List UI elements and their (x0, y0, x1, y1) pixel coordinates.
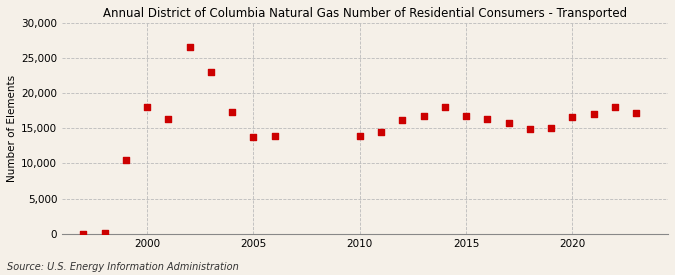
Point (99, 230, 110, 235)
Text: Source: U.S. Energy Information Administration: Source: U.S. Energy Information Administ… (7, 262, 238, 272)
Point (630, 111, 641, 116)
Point (120, 158, 131, 162)
Point (439, 105, 450, 109)
Y-axis label: Number of Elements: Number of Elements (7, 75, 17, 182)
Title: Annual District of Columbia Natural Gas Number of Residential Consumers - Transp: Annual District of Columbia Natural Gas … (103, 7, 627, 20)
Point (205, 70, 216, 74)
Point (567, 115, 578, 119)
Point (588, 112, 599, 116)
Point (142, 105, 153, 109)
Point (375, 130, 386, 134)
Point (78, 231, 88, 236)
Point (545, 126, 556, 130)
Point (524, 127, 535, 131)
Point (354, 134, 365, 138)
Point (610, 105, 620, 109)
Point (227, 110, 238, 114)
Point (248, 134, 259, 139)
Point (460, 113, 471, 118)
Point (482, 117, 493, 121)
Point (418, 113, 429, 118)
Point (184, 45, 195, 50)
Point (269, 134, 280, 138)
Point (397, 118, 408, 123)
Point (503, 121, 514, 125)
Point (163, 117, 173, 121)
